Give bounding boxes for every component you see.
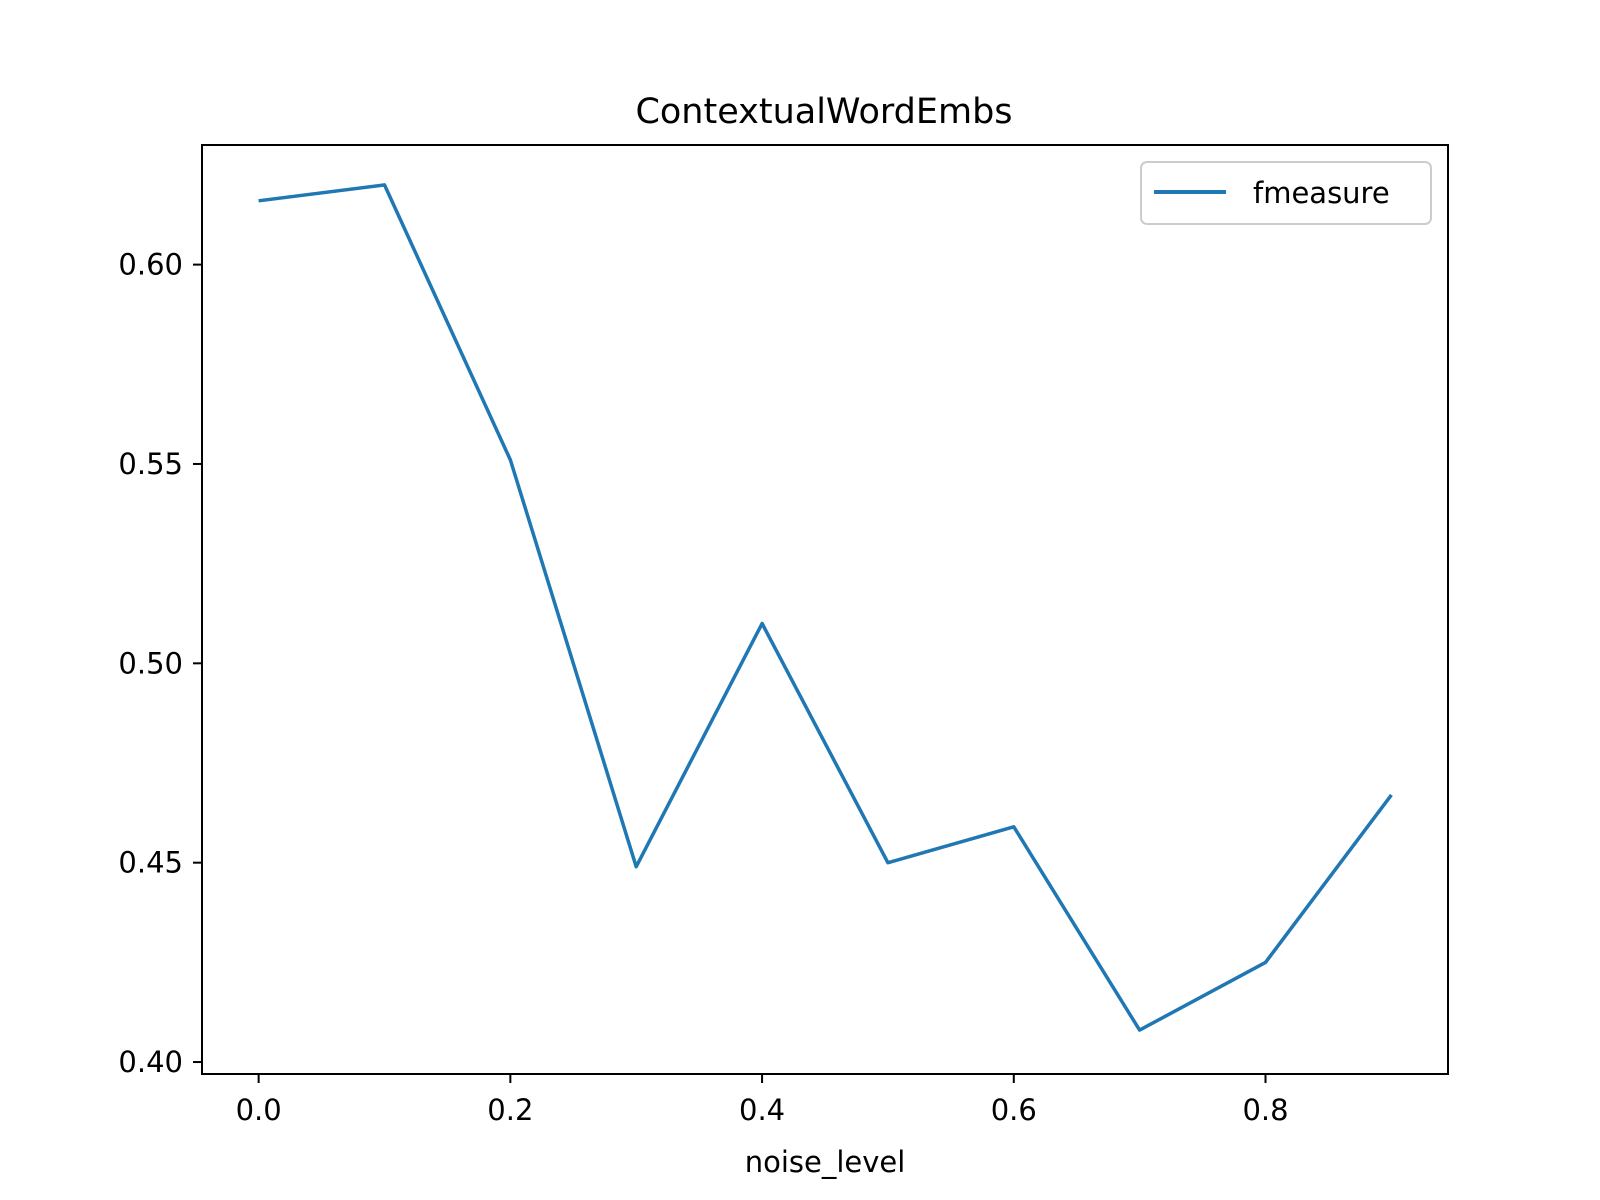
legend-box	[1140, 161, 1432, 225]
y-tick-label: 0.60	[118, 248, 183, 282]
y-tick-label: 0.50	[118, 646, 183, 680]
x-tick-label: 0.4	[739, 1093, 785, 1127]
y-tick-label: 0.55	[118, 447, 183, 481]
x-tick-label: 0.6	[991, 1093, 1037, 1127]
y-tick-label: 0.40	[118, 1045, 183, 1079]
legend-label-fmeasure: fmeasure	[1253, 176, 1390, 210]
legend: fmeasure	[1140, 161, 1432, 225]
series-group	[258, 183, 1393, 1032]
x-tick-label: 0.0	[236, 1093, 282, 1127]
chart-title: ContextualWordEmbs	[635, 92, 1012, 132]
x-tick-label: 0.8	[1242, 1093, 1288, 1127]
series-line-fmeasure	[258, 183, 1393, 1032]
plot-area	[201, 144, 1449, 1075]
y-axis: 0.40 0.45 0.50 0.55 0.60	[118, 248, 202, 1079]
x-tick-label: 0.2	[487, 1093, 533, 1127]
x-axis: 0.0 0.2 0.4 0.6 0.8	[236, 1074, 1289, 1127]
y-tick-label: 0.45	[118, 846, 183, 880]
x-axis-label: noise_level	[745, 1145, 906, 1179]
